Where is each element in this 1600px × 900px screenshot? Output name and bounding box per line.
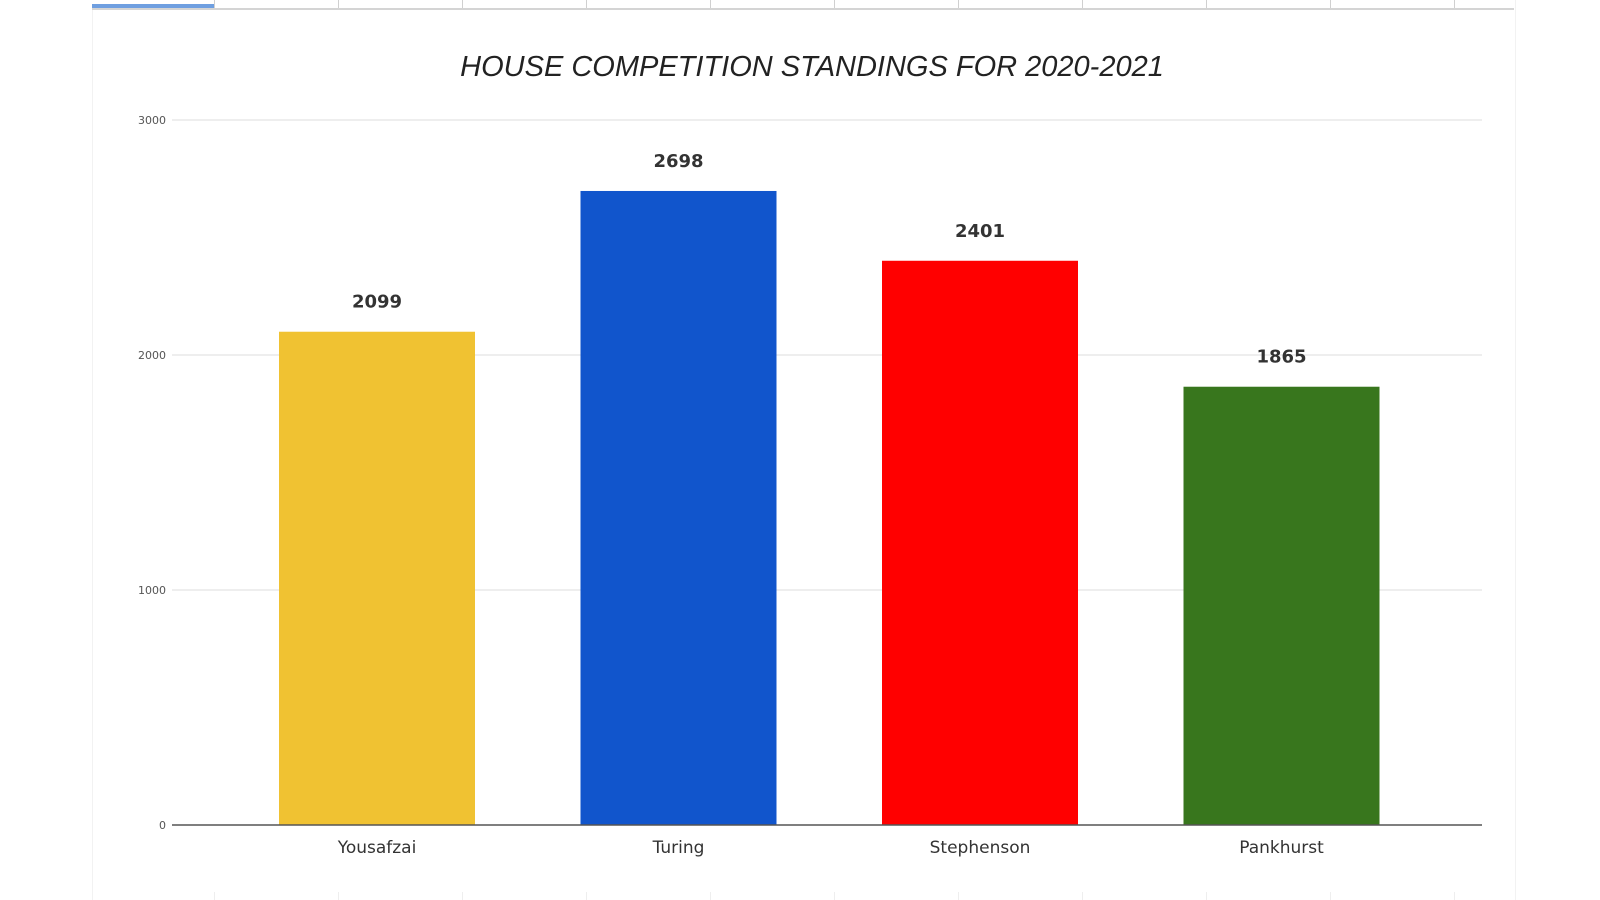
bar-yousafzai[interactable] — [279, 331, 475, 825]
x-axis-tick-labels: Yousafzai Turing Stephenson Pankhurst — [337, 838, 1324, 858]
column-separator — [338, 0, 339, 8]
y-axis-tick-labels: 0 1000 2000 3000 — [138, 114, 166, 832]
column-guide — [214, 892, 215, 900]
bar-turing[interactable] — [580, 190, 777, 826]
column-separator — [1454, 0, 1455, 8]
column-guide — [1082, 892, 1083, 900]
column-separator — [462, 0, 463, 8]
y-tick-label: 2000 — [138, 349, 166, 362]
bar-pankhurst[interactable] — [1183, 386, 1380, 825]
column-guide — [462, 892, 463, 900]
column-guide — [710, 892, 711, 900]
data-label-turing: 2698 — [653, 151, 703, 172]
x-tick-label-turing: Turing — [652, 838, 705, 858]
y-tick-label: 3000 — [138, 114, 166, 127]
y-tick-label: 1000 — [138, 584, 166, 597]
column-separator — [1082, 0, 1083, 8]
data-label-stephenson: 2401 — [955, 221, 1005, 242]
column-separator — [1330, 0, 1331, 8]
column-separator — [834, 0, 835, 8]
chart-title: HOUSE COMPETITION STANDINGS FOR 2020-202… — [460, 51, 1164, 83]
active-column-indicator — [92, 4, 214, 8]
bar-stephenson[interactable] — [882, 260, 1078, 825]
data-label-pankhurst: 1865 — [1256, 347, 1306, 368]
column-guide — [1454, 892, 1455, 900]
data-labels: 2099 2698 2401 1865 — [352, 151, 1307, 368]
column-separator — [1206, 0, 1207, 8]
x-tick-label-pankhurst: Pankhurst — [1239, 838, 1324, 858]
x-tick-label-yousafzai: Yousafzai — [337, 838, 417, 858]
column-guide — [586, 892, 587, 900]
y-tick-label: 0 — [159, 819, 166, 832]
data-label-yousafzai: 2099 — [352, 292, 402, 313]
column-separator — [214, 0, 215, 8]
bars — [279, 190, 1380, 826]
column-separator — [586, 0, 587, 8]
column-guide — [1330, 892, 1331, 900]
column-guide — [834, 892, 835, 900]
column-separator — [710, 0, 711, 8]
column-separator — [958, 0, 959, 8]
x-tick-label-stephenson: Stephenson — [930, 838, 1031, 858]
column-guide — [338, 892, 339, 900]
column-header-strip — [92, 0, 1514, 10]
column-guide — [958, 892, 959, 900]
column-guide — [1206, 892, 1207, 900]
